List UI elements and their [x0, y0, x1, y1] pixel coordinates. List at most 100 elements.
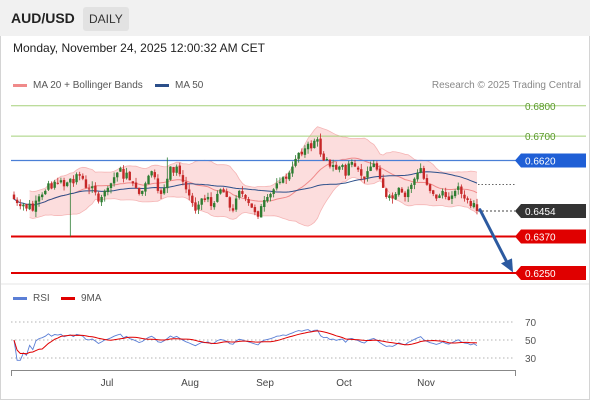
candle-body: [438, 195, 441, 198]
candle-body: [422, 168, 426, 179]
candle-body: [181, 175, 185, 182]
candle: [125, 167, 128, 180]
candle: [250, 203, 253, 208]
candle: [438, 193, 441, 199]
candle-body: [309, 143, 313, 149]
candle-body: [297, 152, 300, 159]
candle-body: [122, 168, 125, 179]
chart-header: AUD/USD DAILY: [0, 0, 590, 36]
level-tag-2: [515, 153, 586, 168]
candle: [116, 171, 119, 182]
candle-body: [447, 196, 451, 201]
candle: [244, 194, 247, 202]
candle-body: [69, 178, 72, 183]
candle-body: [15, 199, 19, 204]
candle: [356, 165, 360, 172]
candle-body: [12, 194, 16, 200]
level-label-4: 0.6370: [525, 233, 556, 244]
candle-body: [116, 172, 119, 178]
legend-ma20: MA 20 + Bollinger Bands: [13, 80, 143, 91]
candle: [353, 159, 357, 168]
candle-body: [213, 203, 216, 208]
candle: [222, 187, 225, 193]
candle-body: [269, 193, 272, 198]
candle-body: [410, 184, 413, 189]
candle: [284, 173, 288, 185]
candle-body: [191, 195, 194, 204]
candle: [238, 189, 241, 200]
candle: [134, 177, 138, 189]
candle-body: [284, 176, 288, 179]
research-credit: Research © 2025 Trading Central: [431, 80, 581, 91]
candle-body: [59, 180, 63, 183]
candle-body: [335, 164, 338, 170]
candle-body: [162, 187, 166, 194]
timeframe-badge[interactable]: DAILY: [83, 7, 129, 31]
candle: [422, 165, 426, 180]
candle: [256, 210, 260, 219]
candle-body: [31, 203, 34, 211]
candle: [166, 157, 169, 194]
rsi-tick-label-2: 30: [525, 354, 537, 365]
candle-body: [256, 211, 260, 217]
level-tag-3: [515, 203, 586, 218]
candle-body: [194, 202, 197, 211]
candle: [303, 145, 307, 158]
candle: [162, 184, 166, 195]
candle: [128, 170, 131, 181]
candle-body: [253, 207, 257, 213]
candle: [447, 192, 451, 201]
candle-body: [328, 159, 332, 167]
candle-body: [19, 204, 22, 207]
candle: [147, 174, 150, 185]
candle-body: [37, 196, 41, 202]
candle-body: [266, 196, 269, 202]
candle: [103, 189, 106, 202]
candle-body: [184, 181, 188, 190]
candle-body: [419, 168, 422, 173]
level-tag-4: [515, 229, 586, 244]
candle: [131, 181, 135, 187]
candle: [100, 194, 103, 206]
candle: [234, 195, 238, 212]
candle: [335, 161, 338, 170]
candle: [432, 189, 435, 197]
bollinger-band: [29, 126, 477, 227]
legend-rsi-label: RSI: [33, 293, 50, 304]
candle: [328, 159, 332, 169]
candle-body: [22, 204, 25, 207]
candle: [40, 192, 44, 201]
candle-body: [147, 175, 150, 185]
candle-body: [391, 195, 394, 199]
candle-body: [62, 180, 66, 187]
level-label-0: 0.6800: [525, 102, 556, 113]
candle-body: [150, 171, 153, 176]
candle: [122, 165, 125, 183]
candle-body: [238, 190, 241, 198]
candle: [475, 198, 479, 215]
candle-body: [475, 204, 479, 211]
level-tag-5: [515, 265, 586, 280]
candle: [12, 191, 16, 200]
candle-body: [187, 189, 191, 196]
candle: [209, 192, 213, 211]
candle-body: [375, 163, 379, 170]
x-tick-label-0: Jul: [101, 378, 114, 389]
candle: [59, 177, 63, 184]
candle: [435, 194, 438, 201]
instrument-title: AUD/USD: [11, 10, 75, 26]
candle-body: [34, 200, 38, 212]
candle-body: [178, 165, 182, 175]
candle: [369, 161, 372, 172]
candle: [87, 184, 91, 195]
candle-body: [432, 190, 435, 194]
candle: [206, 192, 210, 203]
candle: [200, 198, 203, 211]
candle: [247, 196, 250, 206]
candle-body: [119, 168, 122, 172]
candle-body: [97, 193, 100, 202]
candle: [406, 186, 410, 202]
timestamp: Monday, November 24, 2025 12:00:32 AM CE…: [13, 41, 265, 55]
bollinger-lower-line: [29, 177, 478, 227]
